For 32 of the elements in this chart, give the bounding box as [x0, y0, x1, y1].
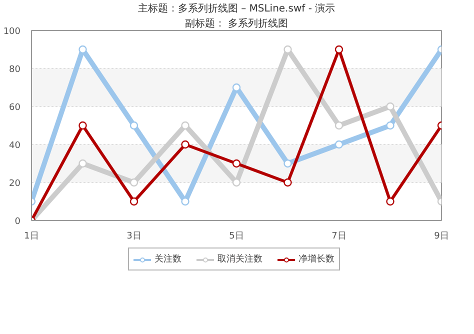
- point: [130, 197, 138, 206]
- point: [78, 121, 87, 130]
- x-tick-label: 7日: [332, 232, 346, 242]
- point: [78, 159, 87, 168]
- point: [130, 121, 138, 130]
- point: [386, 121, 394, 130]
- point: [181, 121, 190, 130]
- point: [334, 121, 344, 130]
- point: [386, 102, 394, 111]
- y-tick-label: 60: [9, 103, 21, 113]
- point: [232, 159, 241, 168]
- point: [334, 45, 344, 54]
- x-tick-label: 1日: [24, 232, 39, 242]
- point: [386, 197, 394, 206]
- point: [130, 178, 138, 187]
- chart-subtitle: 副标题： 多系列折线图: [184, 18, 288, 30]
- point: [284, 178, 292, 187]
- y-tick-label: 80: [9, 65, 21, 75]
- x-tick-label: 9日: [434, 232, 449, 242]
- y-tick-label: 100: [3, 27, 21, 37]
- point: [181, 140, 190, 149]
- y-tick-label: 20: [9, 179, 21, 189]
- legend-label: 净增长数: [298, 253, 334, 266]
- x-tick-label: 3日: [126, 232, 142, 242]
- legend-label: 关注数: [154, 253, 182, 266]
- legend-label: 取消关注数: [218, 253, 262, 266]
- point: [284, 159, 292, 168]
- point: [334, 140, 344, 149]
- y-tick-label: 40: [9, 141, 21, 151]
- y-tick-label: 0: [14, 217, 21, 227]
- chart-title: 主标题：多系列折线图 – MSLine.swf - 演示: [138, 2, 336, 14]
- x-tick-label: 5日: [229, 232, 244, 242]
